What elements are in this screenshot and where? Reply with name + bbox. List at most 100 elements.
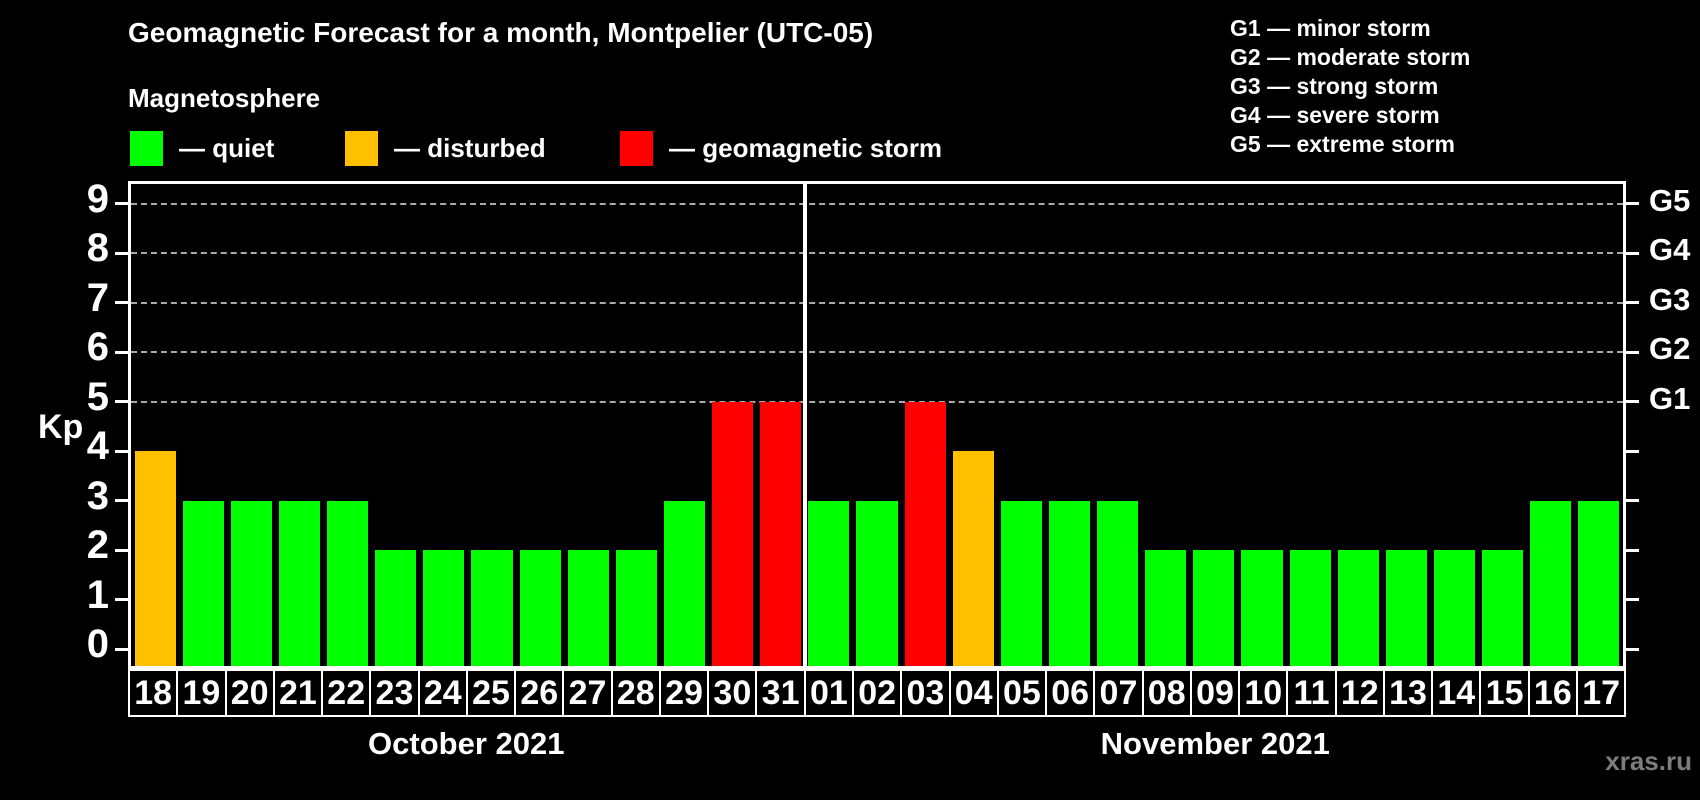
legend-swatch-storm [620,131,653,166]
y-axis-tick [1626,548,1639,552]
g-scale-label-G4: G4 [1649,232,1691,267]
bar-column-day-10 [1238,184,1286,666]
bar-day-16 [1530,500,1572,666]
bar-day-03 [904,401,946,666]
plot-area: 0 1 2 3 4 5 6 7 8 9 G1 G2 G3 G4 G5 [87,179,1690,669]
y-axis-tick [1626,647,1639,651]
g-legend-line: G4 — severe storm [1230,102,1440,128]
day-cell-03: 03 [900,669,951,717]
month-divider [802,184,807,666]
bar-day-24 [423,550,465,666]
bar-column-day-25 [468,184,516,666]
g-scale-label-G1: G1 [1649,380,1691,416]
bar-day-26 [519,550,561,666]
bar-column-day-04 [949,184,997,666]
bar-column-day-27 [564,184,612,666]
g-scale-label-G5: G5 [1649,182,1691,218]
bar-column-day-07 [1094,184,1142,666]
bar-day-30 [712,401,754,666]
bar-column-day-13 [1382,184,1430,666]
day-cell-25: 25 [465,669,517,717]
day-cell-09: 09 [1189,669,1241,717]
bar-day-27 [567,550,609,666]
y-axis-tick [115,449,128,453]
y-axis-tick [1626,301,1639,304]
bar-day-05 [1000,500,1042,666]
day-cell-23: 23 [369,669,420,717]
y-axis-tick [115,647,128,651]
day-cell-30: 30 [707,669,758,717]
day-cell-06: 06 [1045,669,1096,717]
status-legend: — quiet — disturbed — geomagnetic storm [130,131,1030,169]
bar-day-08 [1145,550,1187,666]
bar-column-day-14 [1430,184,1478,666]
g-legend-line: G1 — minor storm [1230,15,1431,41]
y-axis-tick [115,548,128,552]
chart-subtitle: Magnetosphere [128,83,321,113]
bar-day-28 [615,550,657,666]
bar-day-12 [1337,550,1379,666]
day-cell-26: 26 [514,669,565,717]
bar-day-14 [1433,550,1475,666]
bar-column-day-02 [853,184,901,666]
bar-day-29 [663,500,705,666]
bar-column-day-24 [420,184,468,666]
bar-column-day-19 [179,184,227,666]
day-cell-10: 10 [1238,669,1289,717]
day-cell-05: 05 [996,669,1048,717]
bar-day-15 [1482,550,1524,666]
bar-column-day-09 [1190,184,1238,666]
day-cell-17: 17 [1575,669,1627,717]
gridline-kp5 [131,400,1623,403]
legend-item: — geomagnetic storm [620,131,942,166]
y-tick-label: 9 [86,176,109,221]
bar-column-day-08 [1142,184,1190,666]
watermark: xras.ru [1605,746,1692,776]
bar-column-day-17 [1575,184,1623,666]
y-axis-tick [115,499,128,502]
y-tick-label: 3 [86,473,109,518]
y-axis-tick [1626,598,1639,601]
bar-column-day-28 [612,184,660,666]
y-tick-label: 1 [86,572,109,617]
y-tick-label: 4 [86,424,109,468]
bar-day-04 [952,451,994,666]
bar-column-day-29 [660,184,708,666]
month-label: November 2021 [1100,726,1330,761]
y-axis-tick [115,251,128,255]
bar-day-06 [1048,500,1090,666]
legend-item: — disturbed [345,131,546,166]
bar-day-09 [1193,550,1235,666]
y-axis-tick [1626,202,1639,205]
day-cell-08: 08 [1141,669,1192,717]
bar-day-25 [471,550,513,666]
bar-day-31 [760,401,802,666]
bar-day-01 [808,500,850,666]
day-cell-13: 13 [1382,669,1434,717]
y-tick-label: 2 [86,523,109,567]
bar-day-20 [230,500,272,666]
g-legend-line: G5 — extreme storm [1230,131,1455,157]
bar-column-day-15 [1479,184,1527,666]
y-tick-label: 6 [86,325,109,369]
day-cell-16: 16 [1527,669,1578,717]
y-axis-tick [1626,400,1639,403]
gridline-kp8 [131,252,1623,254]
day-cell-20: 20 [224,669,275,717]
y-axis-title: Kp [38,408,84,446]
legend-label: — geomagnetic storm [669,133,943,163]
bar-column-day-22 [324,184,372,666]
y-axis-tick [115,598,128,601]
day-cell-02: 02 [851,669,903,717]
day-cell-11: 11 [1286,669,1337,717]
y-axis-tick [1626,350,1639,354]
bar-column-day-06 [1045,184,1093,666]
bar-column-day-26 [516,184,564,666]
bar-day-22 [327,500,369,666]
bar-day-02 [856,500,898,666]
y-tick-label: 5 [86,374,109,419]
bar-column-day-11 [1286,184,1334,666]
bar-column-day-23 [372,184,420,666]
bar-column-day-30 [709,184,757,666]
